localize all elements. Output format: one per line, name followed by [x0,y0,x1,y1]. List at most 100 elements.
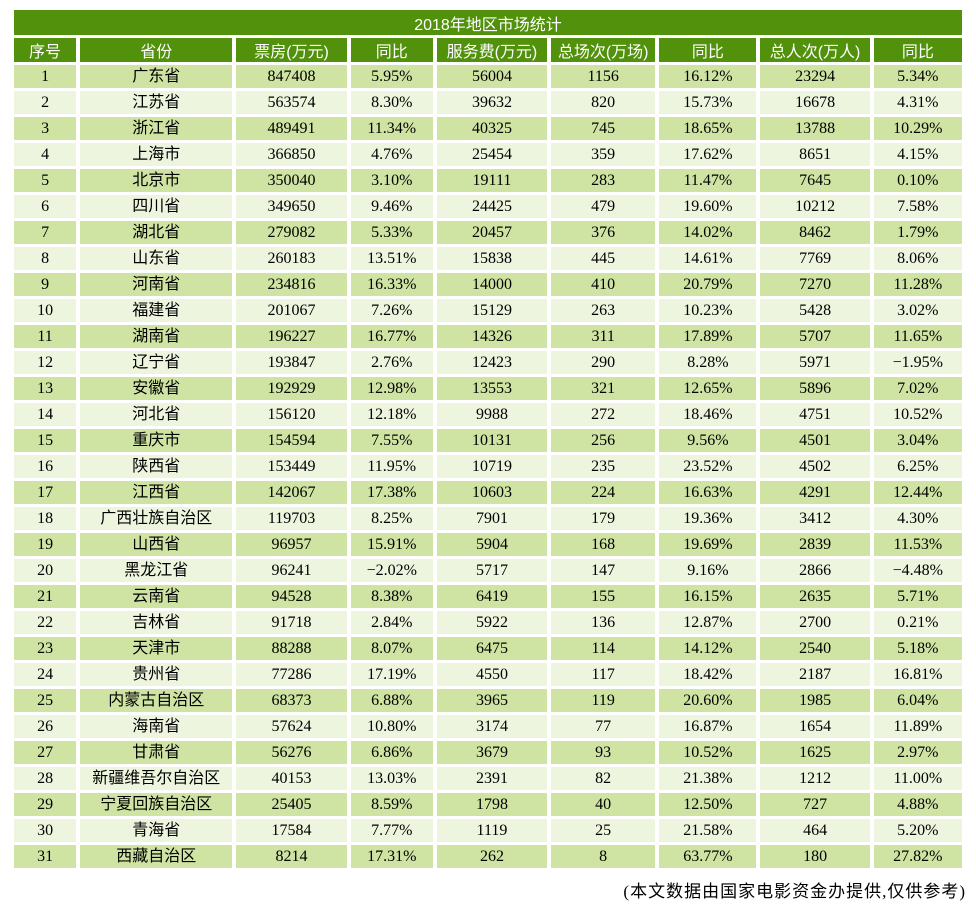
cell-admissions: 10212 [760,195,870,218]
cell-province: 西藏自治区 [80,845,233,868]
region-market-statistics-table: 2018年地区市场统计 序号 省份 票房(万元) 同比 服务费(万元) 总场次(… [10,7,966,871]
cell-box-office: 154594 [236,429,347,452]
cell-admissions: 1985 [760,689,870,712]
cell-province: 广西壮族自治区 [80,507,233,530]
cell-screenings: 179 [551,507,656,530]
cell-box-office: 119703 [236,507,347,530]
cell-box-office-yoy: 10.80% [350,715,433,738]
cell-province: 内蒙古自治区 [80,689,233,712]
cell-screenings: 445 [551,247,656,270]
cell-province: 江西省 [80,481,233,504]
column-header-service-fee: 服务费(万元) [436,38,548,62]
cell-rank: 7 [14,221,77,244]
table-row: 4 上海市 366850 4.76% 25454 359 17.62% 8651 4.15% [14,143,962,166]
cell-admissions-yoy: 0.10% [873,169,962,192]
cell-screenings-yoy: 21.38% [659,767,757,790]
cell-admissions: 5896 [760,377,870,400]
cell-service-fee: 3174 [436,715,548,738]
cell-box-office: 192929 [236,377,347,400]
cell-province: 重庆市 [80,429,233,452]
cell-province: 辽宁省 [80,351,233,374]
cell-service-fee: 7901 [436,507,548,530]
cell-admissions: 2866 [760,559,870,582]
cell-admissions: 7645 [760,169,870,192]
cell-box-office-yoy: 11.34% [350,117,433,140]
cell-screenings: 82 [551,767,656,790]
cell-screenings: 256 [551,429,656,452]
cell-rank: 14 [14,403,77,426]
cell-box-office: 96957 [236,533,347,556]
cell-service-fee: 9988 [436,403,548,426]
table-row: 30 青海省 17584 7.77% 1119 25 21.58% 464 5.20% [14,819,962,842]
column-header-province: 省份 [80,38,233,62]
cell-admissions: 727 [760,793,870,816]
table-row: 16 陕西省 153449 11.95% 10719 235 23.52% 4502 6.25% [14,455,962,478]
cell-province: 湖南省 [80,325,233,348]
table-row: 3 浙江省 489491 11.34% 40325 745 18.65% 13788 10.29… [14,117,962,140]
cell-admissions: 7270 [760,273,870,296]
cell-admissions: 5707 [760,325,870,348]
table-row: 26 海南省 57624 10.80% 3174 77 16.87% 1654 11.89% [14,715,962,738]
cell-admissions-yoy: 4.15% [873,143,962,166]
cell-rank: 8 [14,247,77,270]
cell-screenings: 321 [551,377,656,400]
cell-screenings-yoy: 10.52% [659,741,757,764]
cell-screenings: 290 [551,351,656,374]
column-header-box-office-yoy: 同比 [350,38,433,62]
cell-box-office: 563574 [236,91,347,114]
cell-screenings: 93 [551,741,656,764]
cell-rank: 29 [14,793,77,816]
cell-admissions: 5971 [760,351,870,374]
cell-screenings: 117 [551,663,656,686]
table-title: 2018年地区市场统计 [14,10,962,35]
cell-box-office-yoy: 6.86% [350,741,433,764]
cell-box-office: 94528 [236,585,347,608]
table-row: 28 新疆维吾尔自治区 40153 13.03% 2391 82 21.38% 1212 11.… [14,767,962,790]
cell-admissions: 13788 [760,117,870,140]
cell-box-office-yoy: 12.98% [350,377,433,400]
cell-service-fee: 3679 [436,741,548,764]
column-header-box-office: 票房(万元) [236,38,347,62]
cell-service-fee: 14326 [436,325,548,348]
cell-screenings: 311 [551,325,656,348]
cell-box-office-yoy: 8.59% [350,793,433,816]
cell-province: 新疆维吾尔自治区 [80,767,233,790]
cell-screenings-yoy: 16.12% [659,65,757,88]
cell-screenings: 40 [551,793,656,816]
cell-box-office: 234816 [236,273,347,296]
cell-screenings: 235 [551,455,656,478]
cell-screenings-yoy: 18.65% [659,117,757,140]
cell-province: 湖北省 [80,221,233,244]
cell-admissions-yoy: −4.48% [873,559,962,582]
cell-screenings-yoy: 18.46% [659,403,757,426]
cell-box-office: 847408 [236,65,347,88]
cell-rank: 20 [14,559,77,582]
cell-rank: 27 [14,741,77,764]
cell-screenings-yoy: 18.42% [659,663,757,686]
table-title-row: 2018年地区市场统计 [14,10,962,35]
table-row: 19 山西省 96957 15.91% 5904 168 19.69% 2839 11.53% [14,533,962,556]
cell-rank: 16 [14,455,77,478]
column-header-screenings: 总场次(万场) [551,38,656,62]
cell-admissions-yoy: 5.71% [873,585,962,608]
table-row: 9 河南省 234816 16.33% 14000 410 20.79% 7270 11.28% [14,273,962,296]
cell-screenings: 376 [551,221,656,244]
cell-province: 天津市 [80,637,233,660]
cell-screenings: 745 [551,117,656,140]
cell-box-office: 68373 [236,689,347,712]
table-row: 29 宁夏回族自治区 25405 8.59% 1798 40 12.50% 727 4.88% [14,793,962,816]
cell-admissions: 4501 [760,429,870,452]
cell-box-office-yoy: 12.18% [350,403,433,426]
cell-box-office-yoy: 3.10% [350,169,433,192]
cell-box-office-yoy: −2.02% [350,559,433,582]
cell-screenings: 77 [551,715,656,738]
cell-admissions: 180 [760,845,870,868]
cell-service-fee: 13553 [436,377,548,400]
cell-screenings-yoy: 20.60% [659,689,757,712]
cell-admissions-yoy: 4.31% [873,91,962,114]
cell-screenings-yoy: 11.47% [659,169,757,192]
table-row: 13 安徽省 192929 12.98% 13553 321 12.65% 5896 7.02% [14,377,962,400]
table-row: 7 湖北省 279082 5.33% 20457 376 14.02% 8462 1.79% [14,221,962,244]
cell-rank: 13 [14,377,77,400]
cell-screenings-yoy: 20.79% [659,273,757,296]
